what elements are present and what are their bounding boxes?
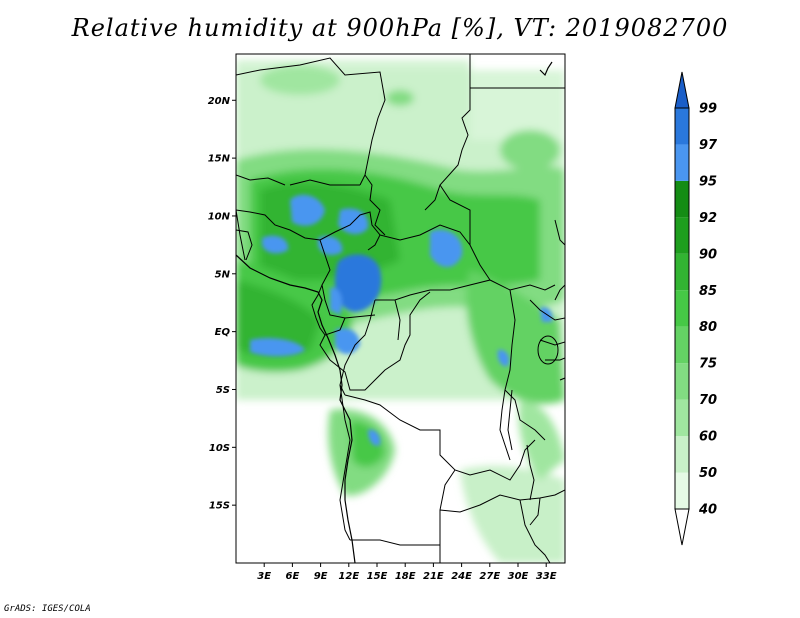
lon-tick-label: 15E xyxy=(367,571,388,582)
lat-tick-label: 20N xyxy=(208,96,231,107)
colorbar-segment xyxy=(675,217,689,254)
lat-tick-label: EQ xyxy=(215,327,231,338)
colorbar-level-label: 40 xyxy=(698,503,717,518)
lat-tick-label: 5S xyxy=(216,385,230,396)
lat-tick-label: 15S xyxy=(209,501,230,512)
colorbar-outline xyxy=(674,107,690,510)
colorbar-level-label: 90 xyxy=(699,247,717,262)
latitude-axis: 20N 15N 10N 5N EQ 5S 10S 15S xyxy=(208,96,236,512)
colorbar-segment xyxy=(675,290,689,327)
colorbar-segment xyxy=(675,180,689,218)
lon-tick-label: 27E xyxy=(479,571,500,582)
lat-tick-label: 5N xyxy=(215,269,231,280)
colorbar-level-label: 85 xyxy=(699,284,717,299)
colorbar-level-label: 70 xyxy=(699,393,717,408)
lon-tick-label: 21E xyxy=(423,571,444,582)
colorbar-lower-arrow xyxy=(674,508,690,546)
lon-tick-label: 3E xyxy=(257,571,271,582)
colorbar-segment xyxy=(675,363,689,400)
longitude-axis: 3E 6E 9E 12E 15E 18E 21E 24E 27E 30E 33E xyxy=(257,563,557,582)
colorbar-level-label: 92 xyxy=(699,211,717,226)
footer-credit: GrADS: IGES/COLA xyxy=(4,604,91,614)
colorbar-upper-arrow xyxy=(674,71,690,109)
colorbar-segment xyxy=(675,253,689,291)
colorbar-level-label: 97 xyxy=(699,138,718,153)
lat-tick-label: 15N xyxy=(208,154,231,165)
country-borders xyxy=(236,54,565,563)
lon-tick-label: 18E xyxy=(395,571,416,582)
lon-tick-label: 30E xyxy=(508,571,529,582)
colorbar-level-label: 99 xyxy=(699,102,717,117)
lon-tick-label: 9E xyxy=(314,571,328,582)
colorbar: 40 50 60 70 75 80 85 90 92 95 97 99 xyxy=(674,71,718,546)
map-frame xyxy=(235,53,566,564)
colorbar-segment xyxy=(675,472,689,509)
lat-tick-label: 10S xyxy=(209,443,230,454)
colorbar-segment xyxy=(675,399,689,437)
chart-title: Relative humidity at 900hPa [%], VT: 201… xyxy=(71,14,729,42)
humidity-field xyxy=(236,60,565,563)
lon-tick-label: 24E xyxy=(451,571,472,582)
colorbar-level-label: 75 xyxy=(699,357,717,372)
colorbar-segment xyxy=(675,436,689,473)
lon-tick-label: 12E xyxy=(338,571,359,582)
colorbar-level-label: 60 xyxy=(699,430,717,445)
lon-tick-label: 33E xyxy=(536,571,557,582)
colorbar-level-label: 50 xyxy=(699,466,717,481)
colorbar-segment xyxy=(675,108,689,145)
colorbar-segment xyxy=(675,144,689,181)
colorbar-segment xyxy=(675,326,689,364)
lat-tick-label: 10N xyxy=(208,211,231,222)
lon-tick-label: 6E xyxy=(286,571,300,582)
coastline xyxy=(236,61,565,563)
colorbar-level-label: 95 xyxy=(699,174,717,189)
colorbar-level-label: 80 xyxy=(699,320,717,335)
